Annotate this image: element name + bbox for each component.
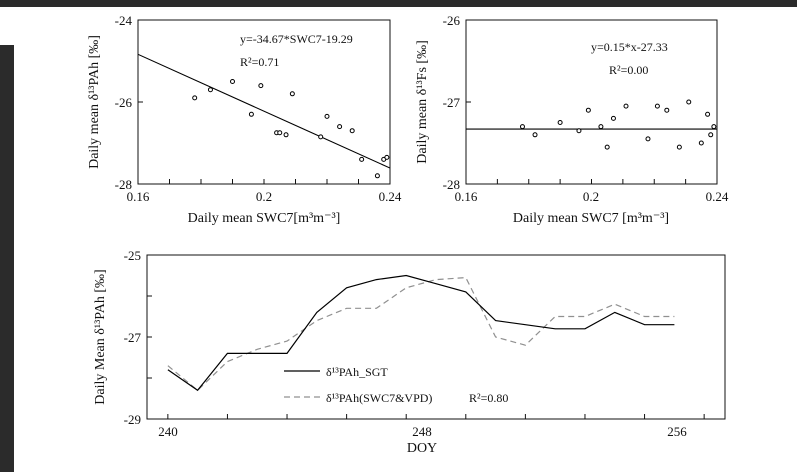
x-tick-marks	[167, 414, 705, 419]
x-axis-label: Daily mean SWC7 [m³m⁻³]	[513, 211, 669, 226]
panel-fs-vs-swc: 0.16 0.2 0.24 -26 -27 -28 Daily mean SWC…	[415, 13, 729, 226]
data-point	[349, 128, 355, 134]
x-tick-label: 0.16	[455, 189, 478, 204]
data-point	[711, 124, 717, 130]
window-left-bar	[0, 45, 14, 472]
data-points	[519, 99, 717, 150]
data-point	[192, 95, 198, 101]
y-tick-label: -29	[124, 412, 141, 427]
data-point	[604, 144, 610, 150]
data-point	[654, 103, 660, 109]
x-tick-label: 0.2	[256, 189, 272, 204]
data-point	[289, 91, 295, 97]
x-tick-label: 0.24	[379, 189, 402, 204]
data-point	[645, 136, 651, 142]
y-tick-label: -26	[443, 13, 461, 28]
data-point	[318, 134, 324, 140]
y-axis-label: Daily mean δ¹³PAh [‰]	[87, 35, 102, 169]
y-tick-marks	[138, 19, 143, 185]
x-tick-marks	[137, 179, 391, 184]
x-axis-label: DOY	[407, 441, 437, 456]
data-point	[532, 132, 538, 138]
data-point	[664, 107, 670, 113]
legend: δ¹³PAh_SGT δ¹³PAh(SWC7&VPD) R²=0.80	[284, 365, 508, 405]
x-tick-marks	[465, 179, 718, 184]
data-point	[676, 144, 682, 150]
data-points	[192, 79, 390, 179]
data-point	[359, 156, 365, 162]
legend-label-swc7-vpd: δ¹³PAh(SWC7&VPD)	[326, 391, 432, 405]
x-tick-label: 0.2	[583, 189, 599, 204]
data-point	[324, 113, 330, 119]
data-point	[557, 120, 563, 125]
series-line-sgt	[167, 274, 675, 392]
data-point	[698, 140, 704, 146]
y-tick-label: -27	[124, 330, 142, 345]
data-point	[598, 124, 604, 130]
data-point	[283, 132, 289, 138]
window-top-bar	[0, 0, 797, 7]
x-tick-label: 0.16	[127, 189, 150, 204]
legend-label-sgt: δ¹³PAh_SGT	[326, 365, 388, 379]
data-point	[337, 124, 343, 130]
data-point	[384, 154, 390, 160]
regression-equation: y=-34.67*SWC7-19.29	[240, 32, 353, 46]
legend-r-squared: R²=0.80	[469, 391, 508, 405]
axes-frame	[146, 254, 726, 420]
data-point	[230, 79, 235, 84]
y-tick-label: -24	[115, 13, 133, 28]
y-tick-label: -26	[115, 95, 133, 110]
y-axis-label: Daily Mean δ¹³PAh [‰]	[93, 269, 108, 404]
data-point	[708, 132, 714, 138]
y-tick-marks	[147, 254, 152, 420]
data-point	[585, 107, 591, 113]
x-tick-label: 0.24	[706, 189, 729, 204]
data-point	[207, 87, 213, 93]
series-line-swc7-vpd	[167, 276, 675, 392]
data-point	[374, 173, 380, 179]
data-point	[519, 124, 525, 130]
regression-line	[138, 53, 390, 169]
y-tick-label: -28	[443, 177, 460, 192]
data-point	[248, 111, 254, 117]
data-point	[258, 83, 264, 89]
data-point	[610, 115, 616, 121]
x-axis-label: Daily mean SWC7[m³m⁻³]	[188, 211, 341, 226]
y-axis-label: Daily mean δ¹³Fs [‰]	[415, 40, 430, 163]
y-tick-label: -27	[443, 95, 461, 110]
r-squared-label: R²=0.00	[609, 63, 648, 77]
x-tick-label: 248	[412, 424, 432, 439]
y-tick-label: -25	[124, 248, 141, 263]
data-point	[277, 130, 283, 136]
panel-pah-vs-swc: 0.16 0.2 0.24 -24 -26 -28 Daily mean SWC…	[87, 13, 402, 226]
y-tick-marks	[466, 19, 471, 185]
y-tick-label: -28	[115, 177, 132, 192]
x-tick-label: 240	[158, 424, 178, 439]
r-squared-label: R²=0.71	[240, 55, 279, 69]
x-tick-label: 256	[667, 424, 687, 439]
data-point	[686, 99, 692, 105]
data-point	[623, 103, 629, 109]
data-point	[705, 111, 711, 117]
panel-pah-timeseries: 240 248 256 -25 -27 -29 DOY Daily Mean δ…	[93, 248, 726, 456]
data-point	[576, 128, 582, 134]
regression-equation: y=0.15*x-27.33	[591, 40, 668, 54]
